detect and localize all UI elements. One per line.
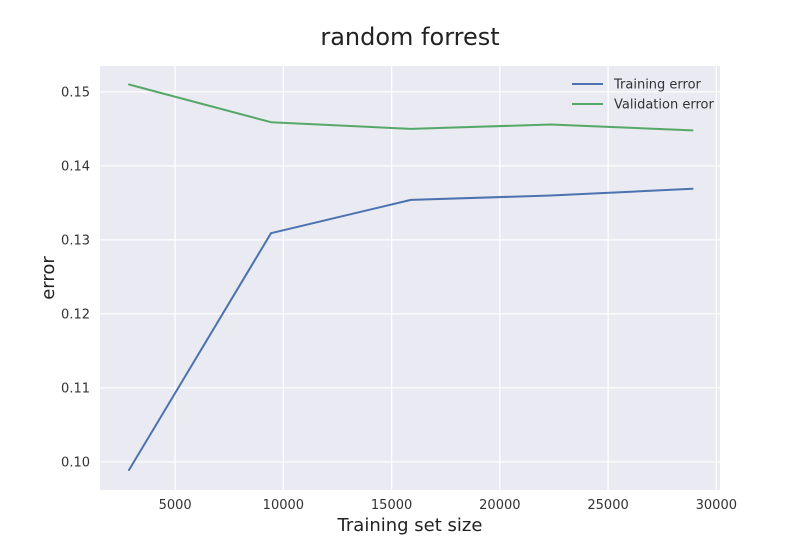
y-tick-label: 0.11 (61, 381, 90, 396)
legend: Training error Validation error (572, 78, 714, 113)
x-tick-label: 30000 (696, 498, 737, 513)
series-line-training-error (128, 187, 694, 471)
y-tick-label: 0.10 (61, 455, 90, 470)
x-tick-label: 25000 (587, 498, 628, 513)
x-tick-label: 15000 (371, 498, 412, 513)
x-tick-labels: 5000 10000 15000 20000 25000 30000 (159, 498, 737, 513)
series-line-validation-error (128, 83, 694, 132)
chart-title: random forrest (320, 23, 499, 51)
series-lines (128, 83, 694, 471)
grid (100, 66, 720, 490)
x-tick-label: 20000 (479, 498, 520, 513)
y-tick-label: 0.14 (61, 159, 90, 174)
y-axis-label: error (38, 256, 59, 300)
x-tick-label: 10000 (263, 498, 304, 513)
y-tick-label: 0.12 (61, 307, 90, 322)
legend-label: Training error (613, 78, 702, 93)
x-axis-label: Training set size (337, 515, 483, 536)
y-tick-label: 0.13 (61, 233, 90, 248)
plot-background (100, 66, 720, 490)
y-tick-label: 0.15 (61, 85, 90, 100)
legend-label: Validation error (614, 98, 714, 113)
y-tick-labels: 0.10 0.11 0.12 0.13 0.14 0.15 (61, 85, 90, 470)
x-tick-label: 5000 (159, 498, 192, 513)
